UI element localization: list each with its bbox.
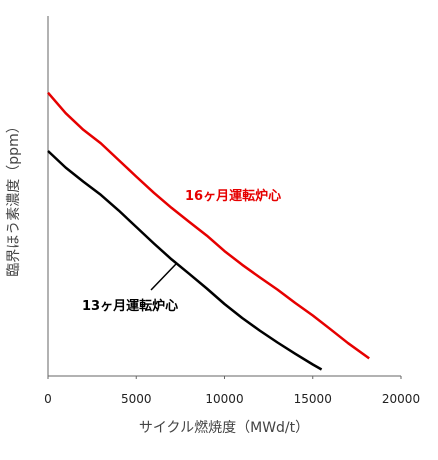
annotation-16-month: 16ヶ月運転炉心 [185, 188, 281, 204]
x-axis-title: サイクル燃焼度（MWd/t） [139, 419, 309, 436]
series-line-13-month [47, 150, 323, 371]
x-tick-label: 0 [44, 392, 52, 406]
x-tick-label: 10000 [205, 392, 243, 406]
series-line-16-month [47, 91, 370, 360]
x-tick-label: 15000 [294, 392, 332, 406]
y-axis-title: 臨界ほう素濃度（ppm） [6, 119, 22, 276]
x-tick-labels: 0 5000 10000 15000 20000 [44, 376, 420, 406]
annotation-13-month: 13ヶ月運転炉心 [82, 298, 178, 314]
x-tick-label: 20000 [382, 392, 420, 406]
x-tick-label: 5000 [121, 392, 152, 406]
series-lines [47, 91, 370, 371]
annotation-13-month-leader [150, 263, 177, 291]
